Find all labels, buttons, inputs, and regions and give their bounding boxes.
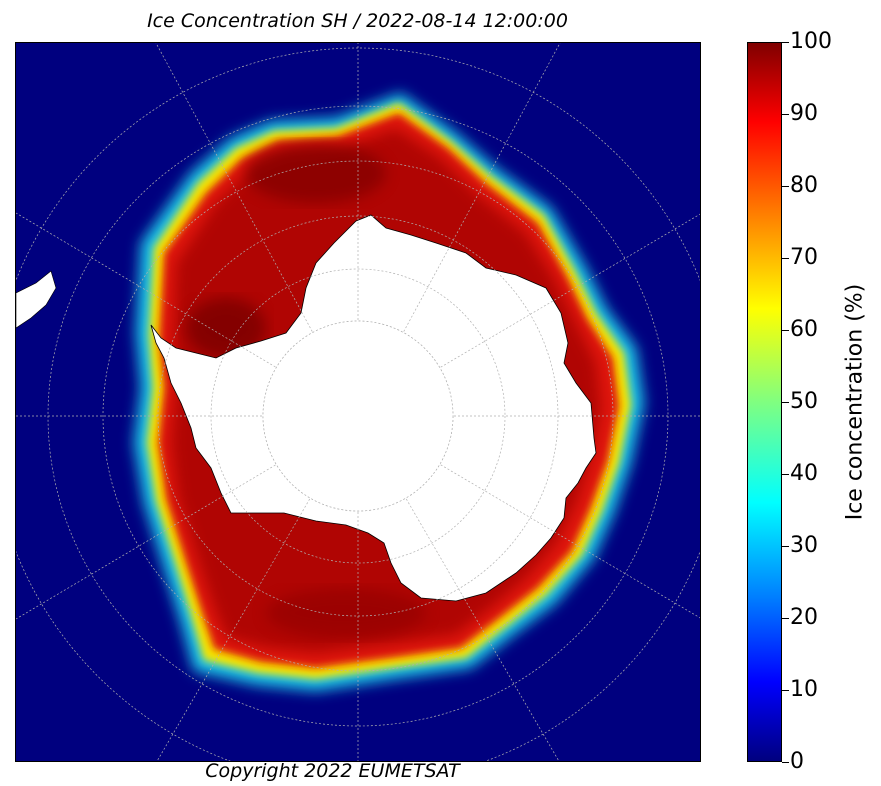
colorbar-tick-label: 0 [790,749,804,774]
colorbar-tick [782,690,789,691]
colorbar-tick-label: 80 [790,173,818,198]
colorbar-tick [782,762,789,763]
map-title: Ice Concentration SH / 2022-08-14 12:00:… [147,10,568,32]
copyright-text: Copyright 2022 EUMETSAT [205,760,460,782]
colorbar-tick [782,330,789,331]
colorbar-tick-label: 30 [790,533,818,558]
ice-concentration-map [15,42,701,762]
colorbar-tick-label: 40 [790,461,818,486]
colorbar-tick-label: 20 [790,605,818,630]
colorbar-tick-label: 70 [790,245,818,270]
colorbar-label: Ice concentration (%) [842,283,868,521]
colorbar-tick [782,474,789,475]
colorbar-tick-label: 90 [790,101,818,126]
colorbar-tick-label: 100 [790,29,832,54]
colorbar-tick [782,42,789,43]
colorbar-tick-label: 60 [790,317,818,342]
colorbar [747,42,782,762]
colorbar-tick [782,114,789,115]
colorbar-tick [782,618,789,619]
colorbar-tick [782,258,789,259]
colorbar-tick-label: 50 [790,389,818,414]
colorbar-tick [782,546,789,547]
south-america-coast [16,270,57,329]
pole-hole [263,321,453,511]
colorbar-tick-label: 10 [790,677,818,702]
colorbar-tick [782,186,789,187]
colorbar-tick [782,402,789,403]
map-canvas [16,43,700,761]
